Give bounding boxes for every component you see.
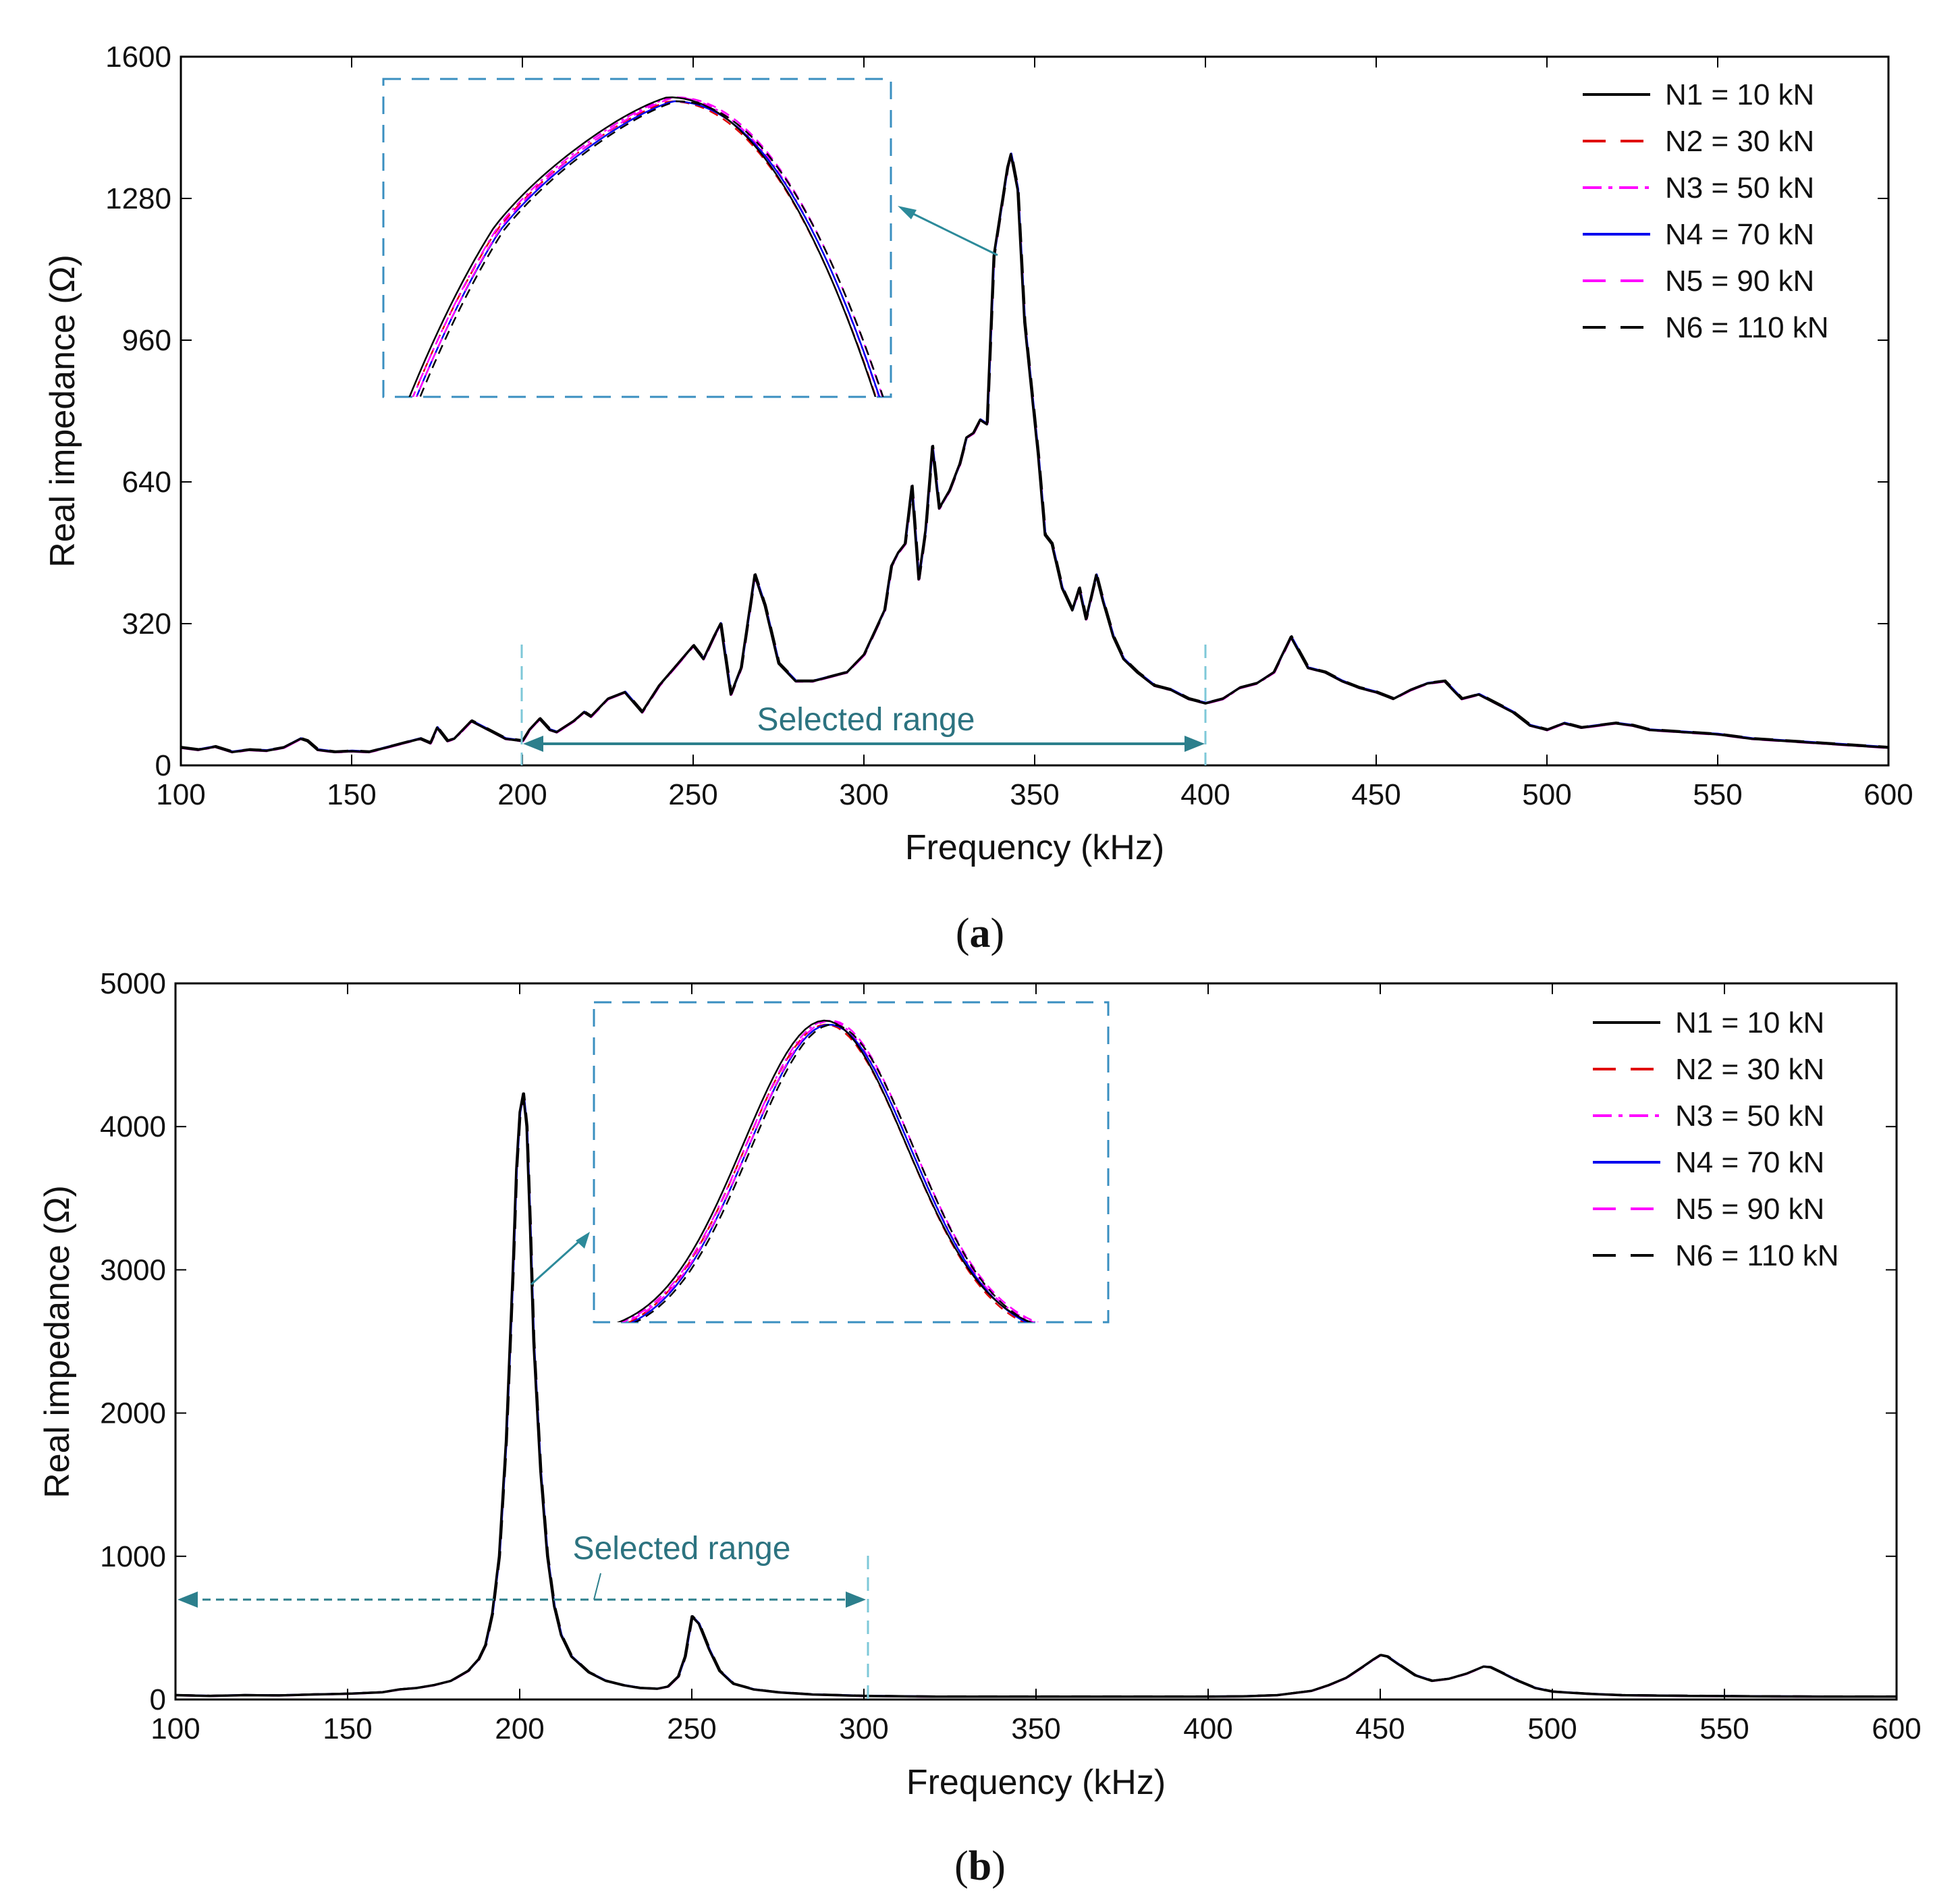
y-tick-label: 3000 [100, 1253, 166, 1286]
panel-b-inset-series [616, 1019, 1039, 1322]
panel-b-range-label: Selected range [573, 1531, 791, 1567]
panel-b-axes-frame [174, 982, 1898, 1701]
y-tick-label: 960 [122, 324, 171, 357]
x-tick-label: 400 [1183, 1712, 1232, 1745]
inset-line-1 [408, 96, 877, 397]
x-tick-label: 150 [327, 778, 376, 811]
legend-label-1: N1 = 10 kN [1675, 1006, 1824, 1039]
series-line-1 [181, 153, 1888, 754]
panel-b-inset-arrow-head [576, 1232, 590, 1249]
panel-a-ylabel: Real impedance (Ω) [43, 254, 82, 568]
panel-b-letter: b [969, 1843, 991, 1889]
legend-label-4: N4 = 70 kN [1675, 1146, 1824, 1179]
inset-line-3 [620, 1019, 1036, 1322]
x-tick-label: 600 [1872, 1712, 1921, 1745]
inset-line-5 [622, 1019, 1039, 1322]
x-tick-label: 550 [1699, 1712, 1749, 1745]
x-tick-label: 350 [1011, 1712, 1060, 1745]
panel-a-series [181, 152, 1888, 754]
x-tick-label: 250 [668, 778, 717, 811]
panel-b-series [175, 1092, 1897, 1698]
x-tick-label: 450 [1355, 1712, 1405, 1745]
panel-b-inset-frame [593, 1001, 1110, 1324]
panel-a-range-arrow-right-head [1185, 736, 1205, 752]
legend-label-2: N2 = 30 kN [1665, 125, 1814, 158]
inset-line-2 [627, 1023, 1025, 1322]
x-tick-label: 250 [667, 1712, 716, 1745]
panel-b-label: (b) [954, 1843, 1006, 1889]
x-tick-label: 200 [497, 778, 547, 811]
x-tick-label: 350 [1010, 778, 1059, 811]
panel-a-ticks: 100 150 200 250 300 350 400 450 500 550 600 0 320 640… [105, 40, 1913, 811]
inset-line-6 [634, 1023, 1031, 1322]
panel-b-range-arrow-left-head [178, 1592, 198, 1608]
panel-a-inset-frame [382, 78, 892, 398]
panel-b-chart: 100 150 200 250 300 350 400 450 500 550 600 0 1000 20… [38, 967, 1922, 1889]
panel-b-legend: N1 = 10 kN N2 = 30 kN N3 = 50 kN N4 = 70 kN… [1593, 1006, 1839, 1272]
legend-label-3: N3 = 50 kN [1665, 171, 1814, 205]
panel-b-ylabel: Real impedance (Ω) [38, 1185, 77, 1498]
legend-label-6: N6 = 110 kN [1665, 311, 1829, 344]
y-tick-label: 0 [150, 1683, 166, 1716]
panel-a-chart: 100 150 200 250 300 350 400 450 500 550 600 0 320 640… [43, 40, 1913, 956]
legend-label-5: N5 = 90 kN [1665, 265, 1814, 298]
panel-a-legend: N1 = 10 kN N2 = 30 kN N3 = 50 kN N4 = 70 kN… [1583, 78, 1829, 344]
panel-a-inset-arrow [902, 207, 998, 256]
panel-b-range-label-leader [593, 1573, 601, 1600]
y-tick-label: 640 [122, 466, 171, 499]
legend-label-6: N6 = 110 kN [1675, 1239, 1839, 1272]
legend-label-2: N2 = 30 kN [1675, 1053, 1824, 1086]
series-line-1 [175, 1092, 1897, 1698]
panel-b-inset-arrow [530, 1236, 585, 1286]
x-tick-label: 100 [151, 1712, 200, 1745]
x-tick-label: 300 [839, 778, 888, 811]
x-tick-label: 600 [1863, 778, 1913, 811]
panel-b-ticks: 100 150 200 250 300 350 400 450 500 550 600 0 1000 20… [100, 967, 1922, 1745]
x-tick-label: 150 [323, 1712, 372, 1745]
panel-a-inset-series [408, 96, 884, 397]
y-tick-label: 320 [122, 607, 171, 641]
legend-label-5: N5 = 90 kN [1675, 1193, 1824, 1226]
panel-a-range-arrow-left-head [523, 736, 543, 752]
y-tick-label: 0 [155, 749, 171, 782]
y-tick-label: 2000 [100, 1397, 166, 1430]
x-tick-label: 300 [839, 1712, 888, 1745]
panel-b-range-arrow-right-head [846, 1592, 866, 1608]
x-tick-label: 400 [1180, 778, 1230, 811]
inset-line-6 [419, 100, 884, 397]
legend-label-3: N3 = 50 kN [1675, 1099, 1824, 1133]
panel-a-range-label: Selected range [757, 702, 975, 738]
panel-a-label: (a) [956, 910, 1004, 956]
legend-label-4: N4 = 70 kN [1665, 218, 1814, 251]
y-tick-label: 1280 [105, 182, 171, 215]
panel-b-inset [593, 1001, 1110, 1324]
x-tick-label: 200 [495, 1712, 544, 1745]
x-tick-label: 100 [156, 778, 205, 811]
panel-a-letter: a [970, 910, 991, 956]
y-tick-label: 4000 [100, 1110, 166, 1143]
x-tick-label: 450 [1351, 778, 1400, 811]
y-tick-label: 1000 [100, 1540, 166, 1573]
panel-a-axes-frame [180, 55, 1890, 767]
inset-line-1 [616, 1019, 1033, 1322]
legend-label-1: N1 = 10 kN [1665, 78, 1814, 111]
y-tick-label: 5000 [100, 967, 166, 1000]
panel-b-xlabel: Frequency (kHz) [906, 1763, 1166, 1802]
panel-a-inset-arrow-head [898, 206, 917, 219]
panel-a-inset [382, 78, 892, 398]
x-tick-label: 550 [1693, 778, 1742, 811]
y-tick-label: 1600 [105, 40, 171, 74]
panel-a-xlabel: Frequency (kHz) [905, 828, 1164, 867]
x-tick-label: 500 [1522, 778, 1571, 811]
x-tick-label: 500 [1527, 1712, 1577, 1745]
